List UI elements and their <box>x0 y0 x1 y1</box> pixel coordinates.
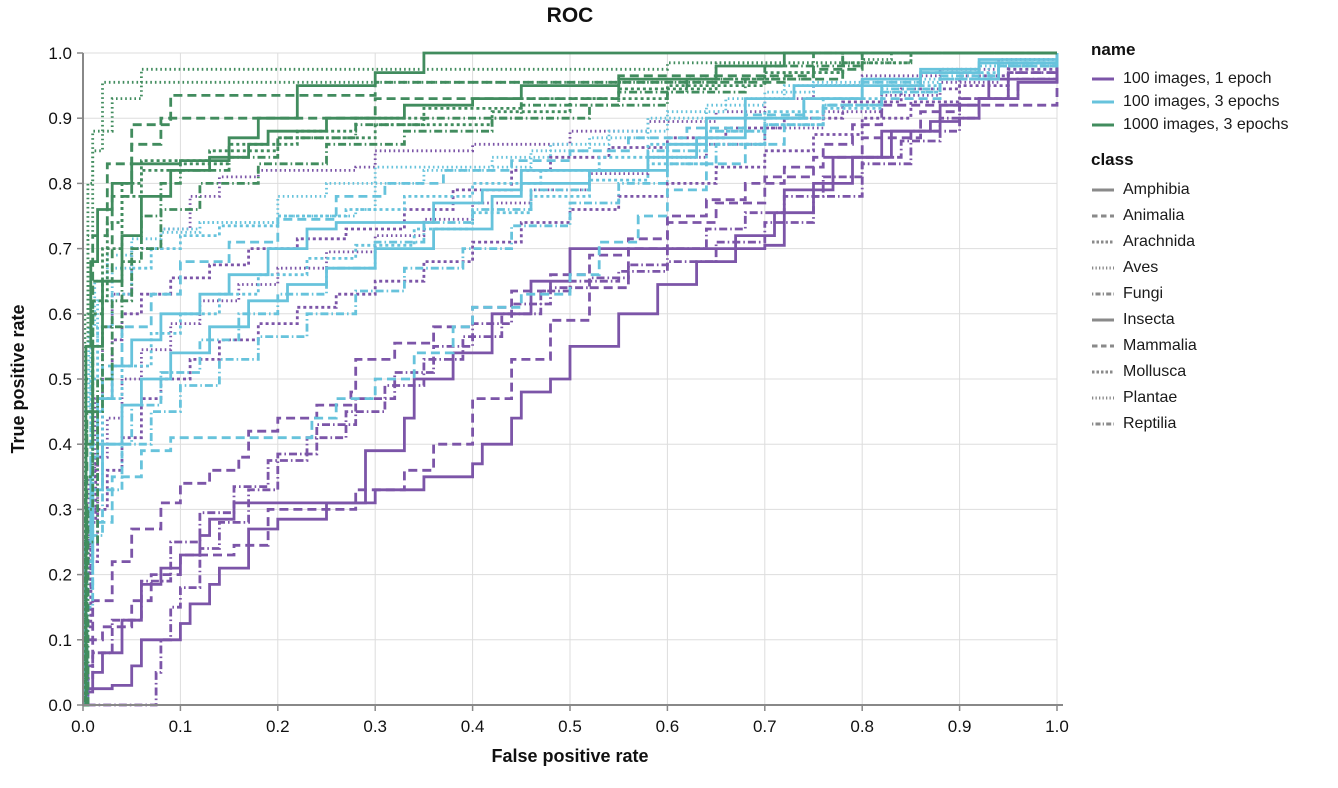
legend-swatch-line <box>1092 318 1114 322</box>
y-tick-label: 0.4 <box>48 435 72 454</box>
roc-series-reptilia <box>83 53 1059 707</box>
legend-swatch-line <box>1092 123 1114 126</box>
y-tick-label: 1.0 <box>48 44 72 63</box>
legend-item-label: Plantae <box>1123 389 1178 406</box>
legend-item-class-arachnida: Arachnida <box>1091 229 1337 255</box>
legend-name-items: 100 images, 1 epoch 100 images, 3 epochs 1… <box>1091 67 1337 136</box>
y-tick-label: 0.6 <box>48 305 72 324</box>
legend-item-label: Amphibia <box>1123 181 1190 198</box>
legend-swatch-line <box>1092 188 1114 192</box>
roc-series-mammalia <box>83 53 1059 707</box>
legend-swatch-line <box>1092 292 1114 296</box>
legend-swatch-line <box>1092 396 1114 400</box>
legend-swatch-line <box>1092 422 1114 426</box>
legend-item-name-0: 100 images, 1 epoch <box>1091 67 1337 90</box>
y-tick-label: 0.7 <box>48 240 72 259</box>
axes: 0.0 0.1 0.2 0.3 0.4 0.5 0.6 0.7 0.8 0.9 1.0 0.0 0.1 0… <box>8 44 1069 766</box>
legend-item-label: Reptilia <box>1123 415 1177 432</box>
legend-item-class-mammalia: Mammalia <box>1091 333 1337 359</box>
x-tick-label: 1.0 <box>1045 717 1069 736</box>
x-tick-label: 0.5 <box>558 717 582 736</box>
legend-class-title: class <box>1091 150 1134 169</box>
legend-swatch-line <box>1092 344 1114 348</box>
y-tick-label: 0.5 <box>48 370 72 389</box>
x-tick-label: 0.0 <box>71 717 95 736</box>
legend-swatch-line <box>1092 370 1114 374</box>
y-tick-label: 0.1 <box>48 631 72 650</box>
x-tick-label: 0.2 <box>266 717 290 736</box>
x-tick-label: 0.7 <box>753 717 777 736</box>
x-tick-label: 0.9 <box>948 717 972 736</box>
legend-swatch-line <box>1092 214 1114 218</box>
y-axis-title: True positive rate <box>8 304 28 453</box>
legend-item-name-2: 1000 images, 3 epochs <box>1091 113 1337 136</box>
roc-series-mammalia <box>83 53 1059 707</box>
legend-item-label: 100 images, 1 epoch <box>1123 69 1272 87</box>
roc-series-arachnida <box>83 53 1059 707</box>
legend-class-items: Amphibia Animalia Arachnida Aves Fungi Insect… <box>1091 177 1337 437</box>
chart-title: ROC <box>546 4 594 27</box>
x-tick-label: 0.3 <box>363 717 387 736</box>
legend-item-class-amphibia: Amphibia <box>1091 177 1337 203</box>
y-tick-label: 0.2 <box>48 566 72 585</box>
legend: name 100 images, 1 epoch 100 images, 3 ep… <box>1091 40 1337 451</box>
y-tick-label: 0.9 <box>48 109 72 128</box>
legend-item-class-plantae: Plantae <box>1091 385 1337 411</box>
legend-item-label: Mammalia <box>1123 337 1197 354</box>
roc-series-insecta <box>83 53 1059 707</box>
legend-item-label: Aves <box>1123 259 1159 276</box>
x-tick-label: 0.4 <box>461 717 485 736</box>
legend-item-class-reptilia: Reptilia <box>1091 411 1337 437</box>
legend-item-label: Arachnida <box>1123 233 1196 250</box>
legend-swatch-line <box>1092 240 1114 244</box>
roc-series-arachnida <box>83 51 1057 707</box>
roc-series-mollusca <box>83 51 1057 707</box>
y-tick-label: 0.8 <box>48 174 72 193</box>
roc-series-reptilia <box>83 53 1059 707</box>
roc-series-plantae <box>83 53 1059 707</box>
legend-swatch-line <box>1092 77 1114 80</box>
legend-item-class-aves: Aves <box>1091 255 1337 281</box>
x-axis-title: False positive rate <box>491 746 648 766</box>
x-tick-label: 0.8 <box>850 717 874 736</box>
legend-item-label: Insecta <box>1123 311 1175 328</box>
x-tick-label: 0.1 <box>169 717 193 736</box>
legend-item-label: Mollusca <box>1123 363 1187 380</box>
x-tick-label: 0.6 <box>656 717 680 736</box>
y-tick-label: 0.3 <box>48 500 72 519</box>
legend-item-class-mollusca: Mollusca <box>1091 359 1337 385</box>
legend-group-class: class Amphibia Animalia Arachnida Aves Fungi… <box>1091 150 1337 437</box>
y-tick-label: 0.0 <box>48 696 72 715</box>
roc-series-fungi <box>83 51 1057 707</box>
legend-swatch-line <box>1092 100 1114 103</box>
legend-group-name: name 100 images, 1 epoch 100 images, 3 ep… <box>1091 40 1337 136</box>
legend-item-label: Fungi <box>1123 285 1164 302</box>
roc-series-insecta <box>83 51 1057 707</box>
series-lines <box>83 51 1059 707</box>
legend-item-label: Animalia <box>1123 207 1185 224</box>
legend-swatch-line <box>1092 266 1114 270</box>
legend-item-name-1: 100 images, 3 epochs <box>1091 90 1337 113</box>
legend-item-class-animalia: Animalia <box>1091 203 1337 229</box>
roc-series-plantae <box>83 51 1057 707</box>
legend-item-label: 100 images, 3 epochs <box>1123 92 1280 110</box>
roc-series-reptilia <box>83 51 1057 707</box>
roc-series-mollusca <box>83 53 1059 707</box>
roc-series-mollusca <box>83 53 1059 707</box>
legend-name-title: name <box>1091 40 1136 59</box>
legend-item-class-fungi: Fungi <box>1091 281 1337 307</box>
legend-item-class-insecta: Insecta <box>1091 307 1337 333</box>
roc-series-aves <box>83 53 1059 707</box>
legend-item-label: 1000 images, 3 epochs <box>1123 115 1289 133</box>
